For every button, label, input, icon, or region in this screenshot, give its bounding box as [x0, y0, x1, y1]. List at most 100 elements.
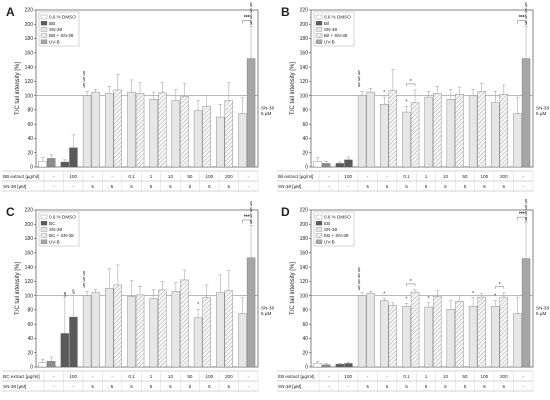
significance-mark: §: [525, 2, 528, 8]
significance-mark: §: [83, 83, 86, 89]
legend-swatch: [315, 233, 323, 238]
extract-row-cell: 200: [500, 174, 508, 179]
bar: [322, 163, 331, 168]
extract-row-cell: -: [328, 174, 330, 179]
extract-row-cell: -: [523, 374, 525, 379]
sn38-row-cell: 5: [386, 384, 389, 389]
sn38-row-cell: 5: [386, 184, 389, 189]
y-tick-label: 40: [302, 136, 308, 142]
y-tick-label: 120: [300, 279, 309, 285]
bar: [105, 288, 114, 368]
y-tick-label: 80: [302, 108, 308, 114]
chart-panel-c: C T/C tail intensity [%] 0 20 40 60 80 100 120 14…: [2, 202, 274, 392]
comparison-bracket: [242, 20, 252, 24]
legend-swatch: [40, 39, 48, 44]
significance-mark: §: [83, 77, 86, 83]
extract-row-cell: -: [248, 374, 250, 379]
uvb-side-label: 5 µM: [261, 111, 271, 116]
y-tick-label: 40: [27, 336, 33, 342]
y-tick-label: 180: [25, 236, 34, 242]
bar: [82, 95, 92, 168]
sn38-row-cell: -: [328, 384, 330, 389]
bar: [357, 295, 367, 368]
bar: [202, 106, 211, 168]
bar: [158, 92, 167, 168]
significance-star: *: [383, 291, 385, 297]
extract-row-cell: 50: [462, 374, 468, 379]
legend-label: UV-B: [324, 39, 335, 44]
bar: [344, 363, 353, 368]
bar: [193, 110, 203, 168]
extract-row-cell: 10: [168, 174, 174, 179]
significance-mark: §: [83, 283, 86, 289]
legend-swatch: [40, 27, 48, 32]
bar: [491, 102, 500, 168]
sn38-row-label: SN-38 [µM]: [278, 184, 301, 189]
y-tick-label: 0: [305, 365, 308, 371]
significance-triple-star: ***: [519, 15, 525, 21]
bar: [127, 296, 136, 368]
bar: [60, 333, 70, 368]
bar: [322, 364, 331, 368]
comparison-bracket: [406, 83, 416, 86]
legend-label: BB: [49, 21, 55, 26]
bar: [380, 104, 389, 168]
uvb-side-label: 5 µM: [261, 311, 271, 316]
legend-swatch: [315, 239, 323, 244]
comparison-bracket: [406, 283, 416, 286]
bar: [477, 91, 486, 168]
sn38-row-cell: 5: [425, 384, 428, 389]
legend-swatch: [315, 14, 323, 20]
bar: [60, 161, 70, 168]
extract-row-cell: 200: [500, 374, 508, 379]
extract-row-cell: 1: [150, 174, 153, 179]
bar: [216, 292, 225, 368]
bar: [113, 89, 123, 168]
legend-swatch: [40, 239, 48, 244]
bar: [38, 161, 47, 168]
legend-swatch: [315, 227, 323, 232]
significance-mark: §: [525, 199, 528, 205]
y-axis-label: T/C tail intensity [%]: [290, 62, 296, 115]
bar: [47, 158, 56, 168]
chart-panel-d: D T/C tail intensity [%] 0 20 40 60 80 100 120 14…: [277, 199, 549, 392]
uvb-side-label: 5 µM: [536, 111, 546, 116]
legend-label: SN-38: [324, 227, 337, 232]
sn38-row-cell: 5: [405, 184, 408, 189]
sn38-row-cell: 5: [483, 184, 486, 189]
y-tick-label: 160: [25, 251, 34, 257]
legend-label: EB: [324, 221, 330, 226]
y-tick-label: 80: [27, 308, 33, 314]
legend-label: 0.6 % DMSO: [49, 215, 76, 220]
bar: [433, 296, 442, 368]
bar: [91, 91, 100, 168]
bar: [477, 296, 486, 368]
y-tick-label: 0: [30, 165, 33, 171]
bar: [216, 116, 225, 168]
uvb-side-label: SN-38: [536, 305, 549, 310]
legend-label: BB + SN-38: [49, 33, 74, 38]
bar: [224, 100, 234, 168]
y-tick-label: 60: [302, 322, 308, 328]
significance-mark: §: [525, 211, 528, 217]
extract-row-cell: 100: [206, 174, 214, 179]
significance-mark: §: [63, 292, 66, 298]
y-tick-label: 100: [25, 93, 34, 99]
sn38-row-cell: -: [53, 384, 55, 389]
y-tick-label: 40: [302, 336, 308, 342]
extract-row-cell: 100: [69, 174, 77, 179]
sn38-row-cell: 5: [503, 184, 506, 189]
y-tick-label: 100: [300, 293, 309, 299]
comparison-bracket: [495, 286, 505, 289]
sn38-row-cell: 5: [169, 184, 172, 189]
bar: [521, 58, 531, 168]
panel-label: A: [6, 5, 15, 19]
bar: [171, 100, 181, 168]
y-tick-label: 20: [302, 350, 308, 356]
extract-row-cell: 0.1: [403, 374, 410, 379]
bar: [135, 93, 145, 168]
y-tick-label: 20: [27, 150, 33, 156]
y-tick-label: 160: [300, 51, 309, 57]
sn38-row-cell: 5: [228, 184, 231, 189]
